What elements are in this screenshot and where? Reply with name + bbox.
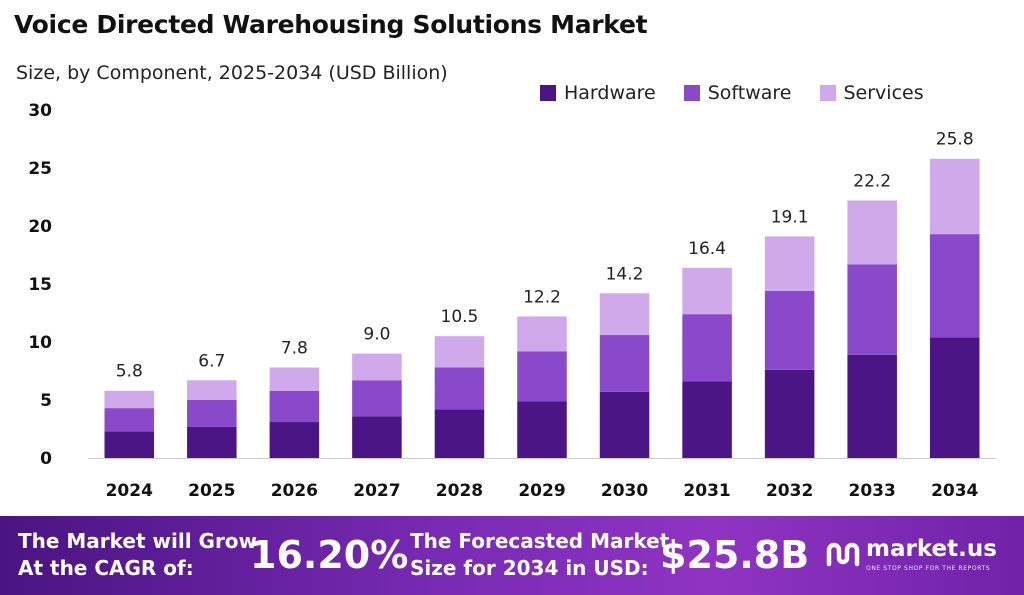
- bar-hardware-2026: [269, 422, 320, 458]
- bar-software-2031: [682, 314, 732, 382]
- x-tick-label: 2029: [518, 481, 565, 501]
- brand-tagline: ONE STOP SHOP FOR THE REPORTS: [866, 565, 991, 572]
- stacked-bar-chart: 0510152025305.820246.720257.820269.02027…: [28, 101, 996, 501]
- chart-subtitle: Size, by Component, 2025-2034 (USD Billi…: [16, 62, 448, 84]
- bar-hardware-2034: [929, 337, 980, 458]
- data-label-total: 22.2: [853, 171, 891, 191]
- cagr-caption: The Market will Grow At the CAGR of:: [18, 528, 257, 582]
- bar-services-2027: [352, 353, 402, 381]
- x-tick-label: 2033: [849, 481, 896, 501]
- bar-services-2034: [929, 158, 980, 235]
- bar-hardware-2024: [104, 431, 155, 458]
- bar-services-2028: [434, 336, 485, 368]
- bar-services-2026: [269, 367, 320, 391]
- data-label-total: 14.2: [606, 264, 644, 284]
- data-label-total: 12.2: [523, 287, 561, 307]
- data-label-total: 7.8: [281, 339, 308, 359]
- bar-software-2026: [269, 390, 320, 423]
- y-tick-label: 5: [40, 391, 52, 411]
- bar-hardware-2029: [517, 401, 567, 458]
- bar-hardware-2025: [187, 426, 237, 458]
- x-tick-label: 2025: [188, 481, 235, 501]
- bar-services-2025: [187, 380, 237, 400]
- y-tick-label: 10: [28, 333, 52, 353]
- bar-services-2029: [517, 316, 567, 352]
- forecast-size-value: $25.8B: [660, 533, 810, 577]
- brand-name: market.us: [866, 536, 997, 562]
- data-label-total: 9.0: [363, 325, 390, 345]
- bar-hardware-2032: [764, 369, 815, 458]
- x-tick-label: 2027: [353, 481, 400, 501]
- bar-hardware-2030: [599, 391, 650, 458]
- legend-label-services: Services: [843, 82, 924, 104]
- legend-label-hardware: Hardware: [564, 82, 656, 104]
- bar-hardware-2033: [847, 354, 897, 458]
- legend-swatch-services: [819, 85, 836, 101]
- forecast-caption-line2: Size for 2034 in USD:: [410, 556, 649, 580]
- bar-software-2033: [847, 264, 897, 355]
- bar-hardware-2027: [352, 416, 402, 458]
- bar-software-2032: [764, 290, 815, 370]
- cagr-caption-line2: At the CAGR of:: [18, 556, 194, 580]
- bar-hardware-2031: [682, 381, 732, 458]
- legend-swatch-software: [683, 85, 700, 101]
- x-tick-label: 2032: [766, 481, 813, 501]
- bar-software-2024: [104, 408, 155, 432]
- bar-software-2027: [352, 380, 402, 417]
- bar-hardware-2028: [434, 409, 485, 458]
- bar-services-2024: [104, 390, 155, 409]
- legend-item-software: Software: [683, 82, 792, 104]
- chart-title: Voice Directed Warehousing Solutions Mar…: [14, 10, 648, 39]
- cagr-value: 16.20%: [250, 533, 409, 577]
- footer-banner: The Market will Grow At the CAGR of: 16.…: [0, 516, 1024, 595]
- data-label-total: 10.5: [441, 307, 479, 327]
- data-label-total: 25.8: [936, 130, 974, 150]
- chart-legend: Hardware Software Services: [540, 82, 924, 104]
- bar-software-2029: [517, 351, 567, 402]
- data-label-total: 5.8: [116, 362, 143, 382]
- x-tick-label: 2028: [436, 481, 483, 501]
- bar-software-2025: [187, 400, 237, 427]
- x-tick-label: 2030: [601, 481, 648, 501]
- brand-logo: market.us ONE STOP SHOP FOR THE REPORTS: [826, 536, 1016, 580]
- forecast-caption: The Forecasted Market Size for 2034 in U…: [410, 528, 669, 582]
- legend-swatch-hardware: [540, 85, 556, 101]
- data-label-total: 16.4: [688, 239, 726, 259]
- y-tick-label: 30: [28, 101, 52, 121]
- bar-software-2028: [434, 367, 485, 410]
- legend-item-services: Services: [819, 82, 924, 104]
- forecast-caption-line1: The Forecasted Market: [410, 529, 670, 553]
- bar-software-2034: [929, 234, 980, 338]
- x-tick-label: 2026: [271, 481, 318, 501]
- bar-services-2031: [682, 267, 732, 315]
- x-tick-label: 2034: [931, 481, 978, 501]
- x-tick-label: 2031: [683, 481, 730, 501]
- legend-label-software: Software: [707, 82, 792, 104]
- data-label-total: 6.7: [198, 351, 225, 371]
- legend-item-hardware: Hardware: [540, 82, 656, 104]
- bar-software-2030: [599, 335, 650, 392]
- bar-services-2032: [764, 236, 815, 291]
- data-label-total: 19.1: [771, 207, 809, 227]
- y-tick-label: 0: [40, 449, 52, 469]
- y-tick-label: 20: [28, 217, 52, 237]
- bar-services-2033: [847, 200, 897, 265]
- bar-services-2030: [599, 293, 650, 336]
- y-tick-label: 25: [28, 159, 52, 179]
- cagr-caption-line1: The Market will Grow: [18, 529, 258, 553]
- y-tick-label: 15: [28, 275, 52, 295]
- market-us-logo-icon: [826, 542, 860, 567]
- x-tick-label: 2024: [106, 481, 153, 501]
